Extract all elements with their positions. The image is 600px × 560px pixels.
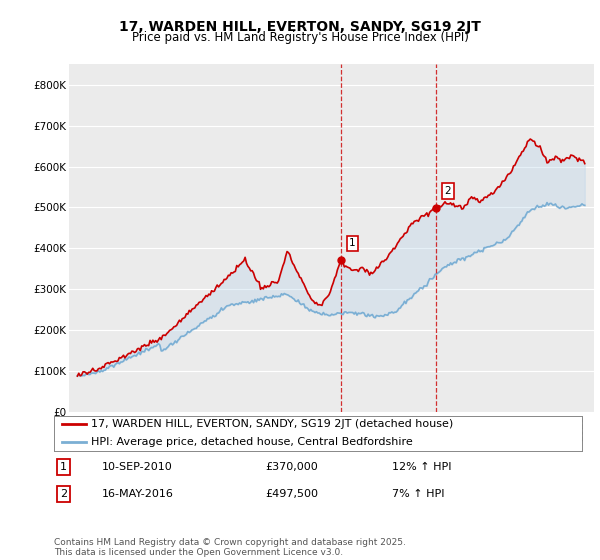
Text: £370,000: £370,000 — [265, 462, 318, 472]
Text: 2: 2 — [445, 186, 451, 196]
Text: HPI: Average price, detached house, Central Bedfordshire: HPI: Average price, detached house, Cent… — [91, 437, 413, 447]
Text: Contains HM Land Registry data © Crown copyright and database right 2025.
This d: Contains HM Land Registry data © Crown c… — [54, 538, 406, 557]
Text: 1: 1 — [349, 238, 356, 248]
Text: £497,500: £497,500 — [265, 489, 318, 499]
Text: 2: 2 — [60, 489, 67, 499]
Text: 12% ↑ HPI: 12% ↑ HPI — [392, 462, 451, 472]
Text: 16-MAY-2016: 16-MAY-2016 — [101, 489, 173, 499]
Text: 17, WARDEN HILL, EVERTON, SANDY, SG19 2JT: 17, WARDEN HILL, EVERTON, SANDY, SG19 2J… — [119, 20, 481, 34]
Text: 17, WARDEN HILL, EVERTON, SANDY, SG19 2JT (detached house): 17, WARDEN HILL, EVERTON, SANDY, SG19 2J… — [91, 419, 453, 430]
Text: 1: 1 — [60, 462, 67, 472]
Text: 10-SEP-2010: 10-SEP-2010 — [101, 462, 172, 472]
Text: Price paid vs. HM Land Registry's House Price Index (HPI): Price paid vs. HM Land Registry's House … — [131, 31, 469, 44]
Text: 7% ↑ HPI: 7% ↑ HPI — [392, 489, 445, 499]
